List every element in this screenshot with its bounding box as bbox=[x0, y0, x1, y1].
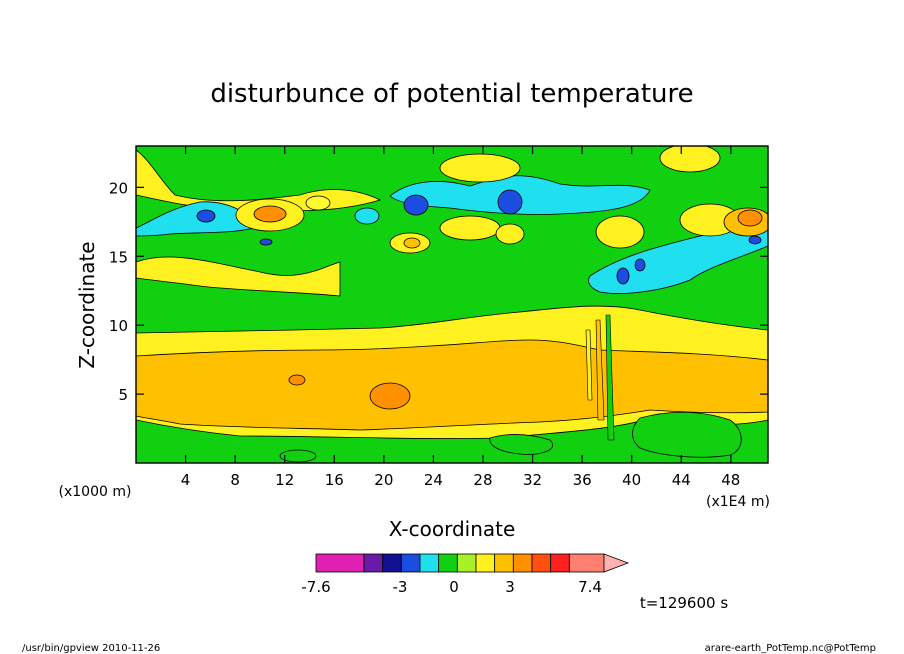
region-yellow-blob-43km bbox=[659, 146, 721, 173]
region-cold-blob-50km bbox=[748, 235, 762, 245]
colorbar-arrow bbox=[603, 553, 630, 573]
colorbar-swatch bbox=[438, 553, 458, 573]
x-tick-label: 44 bbox=[672, 471, 691, 489]
region-warm-blob-11km bbox=[253, 205, 287, 223]
colorbar-swatch bbox=[568, 553, 605, 573]
colorbar-swatch bbox=[550, 553, 570, 573]
colorbar-swatch bbox=[419, 553, 440, 573]
colorbar-label: -7.6 bbox=[301, 578, 330, 596]
colorbar-swatch bbox=[475, 553, 496, 573]
x-tick-label: 8 bbox=[230, 471, 240, 489]
region-yellow-blob-27km bbox=[439, 215, 501, 241]
colorbar-swatch bbox=[363, 553, 384, 573]
footer-right: arare-earth_PotTemp.nc@PotTemp bbox=[705, 643, 876, 654]
region-cold-blob-5km bbox=[196, 209, 216, 223]
plot-area bbox=[136, 146, 768, 463]
x-tick-label: 16 bbox=[325, 471, 344, 489]
x-tick-label: 4 bbox=[181, 471, 191, 489]
region-yellow-blob-15km bbox=[305, 195, 331, 211]
colorbar-swatch bbox=[494, 553, 514, 573]
time-label: t=129600 s bbox=[640, 594, 728, 612]
y-tick-label: 20 bbox=[109, 179, 128, 197]
x-tick-label: 12 bbox=[275, 471, 294, 489]
colorbar-label: -3 bbox=[393, 578, 408, 596]
region-cyan-small-18km bbox=[354, 207, 380, 225]
region-warm-blob-49km bbox=[737, 209, 763, 227]
x-axis-ticks: 4 8 12 16 20 24 28 32 36 40 44 48 bbox=[181, 146, 740, 489]
colorbar-swatch bbox=[382, 553, 402, 573]
region-vertical-streak-1 bbox=[595, 319, 605, 421]
y-tick-label: 10 bbox=[109, 317, 128, 335]
y-axis-ticks: 5 10 15 20 bbox=[109, 179, 768, 404]
footer-left: /usr/bin/gpview 2010-11-26 bbox=[22, 643, 160, 654]
chart-title: disturbunce of potential temperature bbox=[210, 79, 693, 109]
colorbar-swatch bbox=[512, 553, 533, 573]
region-cold-blob-22km bbox=[403, 194, 429, 216]
region-bottom-green-left bbox=[489, 434, 553, 455]
region-cold-blob-39km bbox=[616, 267, 630, 285]
x-tick-label: 48 bbox=[721, 471, 740, 489]
plot-frame bbox=[135, 145, 769, 464]
colorbar-swatch bbox=[531, 553, 552, 573]
x-unit-right-label: (x1E4 m) bbox=[706, 494, 770, 510]
region-upper-yellow-band bbox=[136, 256, 341, 297]
region-bottom-green-right bbox=[632, 411, 742, 458]
y-tick-label: 5 bbox=[118, 386, 128, 404]
x-tick-label: 20 bbox=[374, 471, 393, 489]
colorbar-swatch bbox=[456, 553, 477, 573]
region-yellow-blob-31km bbox=[495, 223, 525, 245]
region-yellow-blob-39km bbox=[595, 215, 645, 249]
colorbar-labels: -7.6 -3 0 3 7.4 bbox=[301, 578, 602, 596]
region-cold-blob-30km bbox=[497, 189, 523, 215]
region-bottom-green-12km bbox=[279, 449, 317, 463]
x-tick-label: 24 bbox=[424, 471, 443, 489]
region-vertical-streak-3 bbox=[585, 329, 593, 401]
x-tick-label: 40 bbox=[622, 471, 641, 489]
x-unit-left-label: (x1000 m) bbox=[59, 484, 132, 500]
region-warm-blob-13km bbox=[288, 374, 306, 386]
colorbar-swatch bbox=[400, 553, 421, 573]
region-cold-blob-40km bbox=[634, 258, 646, 272]
colorbar-label: 0 bbox=[449, 578, 459, 596]
colorbar-label: 7.4 bbox=[578, 578, 602, 596]
x-tick-label: 36 bbox=[573, 471, 592, 489]
colorbar-label: 3 bbox=[505, 578, 515, 596]
region-cyan-band-right bbox=[588, 221, 768, 294]
x-axis-title: X-coordinate bbox=[389, 517, 516, 541]
y-axis-title: Z-coordinate bbox=[75, 241, 99, 368]
colorbar bbox=[315, 553, 630, 573]
colorbar-swatch bbox=[315, 553, 365, 573]
region-orange-blob-22km bbox=[403, 237, 421, 249]
y-tick-label: 15 bbox=[109, 248, 128, 266]
region-vertical-streak-2 bbox=[605, 314, 615, 441]
region-yellow-blob-29km bbox=[439, 153, 521, 183]
region-cold-blob-10km bbox=[259, 238, 273, 246]
region-warm-blob-21km bbox=[369, 382, 411, 410]
x-tick-label: 28 bbox=[473, 471, 492, 489]
x-tick-label: 32 bbox=[523, 471, 542, 489]
